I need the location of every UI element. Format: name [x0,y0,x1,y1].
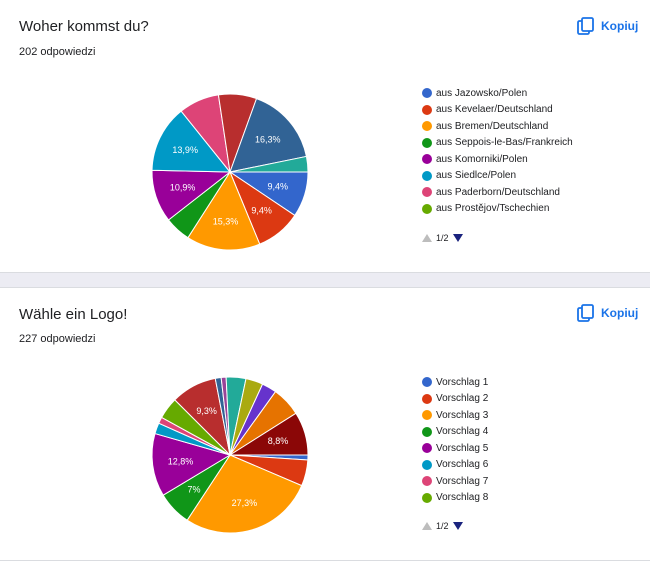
legend-item: aus Prostějov/Tschechien [422,201,642,218]
legend-swatch [422,426,432,437]
slice-label: 7% [187,485,200,495]
slice-label: 15,3% [213,217,239,227]
chart-legend: aus Jazowsko/Polen aus Kevelaer/Deutschla… [422,85,642,217]
legend-label: aus Kevelaer/Deutschland [436,104,553,116]
chart-legend: Vorschlag 1 Vorschlag 2 Vorschlag 3 Vorschl… [422,374,642,506]
page-down-icon[interactable] [452,522,463,530]
legend-item: aus Seppois-le-Bas/Frankreich [422,135,642,152]
slice-label: 9,4% [268,182,289,192]
page-up-icon[interactable] [422,234,432,242]
legend-item: aus Paderborn/Deutschland [422,184,642,201]
legend-swatch [422,137,432,148]
pie-slice[interactable] [229,155,309,173]
legend-item: Vorschlag 4 [422,424,642,441]
legend-label: Vorschlag 3 [436,409,489,421]
legend-item: Vorschlag 6 [422,457,642,474]
legend-pager: 1/2 [422,521,463,531]
legend-item: Vorschlag 1 [422,374,642,391]
slice-label: 8,8% [268,436,289,446]
response-count: 202 odpowiedzi [19,46,96,58]
legend-item: aus Komorniki/Polen [422,151,642,168]
slice-label: 12,8% [168,457,194,467]
legend-swatch [422,393,432,404]
copy-button[interactable]: Kopiuj [577,302,638,324]
pie-slice[interactable] [186,454,303,534]
legend-label: Vorschlag 7 [436,475,489,487]
slice-label: 9,3% [196,406,217,416]
pie-slice[interactable] [229,97,308,173]
pie-slice[interactable] [151,110,232,173]
legend-label: aus Seppois-le-Bas/Frankreich [436,137,573,149]
copy-label: Kopiuj [601,19,639,33]
copy-icon [577,304,594,322]
legend-label: aus Bremen/Deutschland [436,120,549,132]
legend-label: aus Prostějov/Tschechien [436,203,550,215]
legend-label: aus Siedlce/Polen [436,170,517,182]
pager-text: 1/2 [436,233,449,243]
question-card-1: Woher kommst du? 202 odpowiedzi Kopiuj 9… [0,0,650,273]
pie-chart: 27,3% 7% 12,8% 9,3% 8,8% [151,376,309,534]
legend-label: Vorschlag 1 [436,376,489,388]
legend-swatch [422,121,432,132]
legend-item: Vorschlag 5 [422,440,642,457]
pie-slice[interactable] [151,432,232,496]
legend-label: Vorschlag 8 [436,492,489,504]
legend-item: aus Bremen/Deutschland [422,118,642,135]
slice-label: 10,9% [170,183,196,193]
legend-label: Vorschlag 6 [436,459,489,471]
legend-item: aus Siedlce/Polen [422,168,642,185]
legend-item: Vorschlag 7 [422,473,642,490]
legend-item: Vorschlag 2 [422,391,642,408]
legend-swatch [422,443,432,454]
legend-swatch [422,476,432,487]
slice-label: 16,3% [255,134,281,144]
copy-button[interactable]: Kopiuj [577,15,638,37]
legend-label: Vorschlag 2 [436,393,489,405]
legend-swatch [422,187,432,198]
legend-swatch [422,459,432,470]
legend-item: aus Jazowsko/Polen [422,85,642,102]
legend-swatch [422,410,432,421]
pie-slice[interactable] [187,170,261,251]
legend-label: Vorschlag 4 [436,426,489,438]
legend-label: aus Jazowsko/Polen [436,87,528,99]
slice-label: 13,9% [172,145,198,155]
copy-icon [577,17,594,35]
legend-label: aus Komorniki/Polen [436,153,528,165]
legend-swatch [422,492,432,503]
legend-item: Vorschlag 8 [422,490,642,507]
copy-label: Kopiuj [601,306,639,320]
question-card-2: Wähle ein Logo! 227 odpowiedzi Kopiuj 27… [0,287,650,561]
legend-swatch [422,170,432,181]
legend-label: Vorschlag 5 [436,442,489,454]
slice-label: 9,4% [251,206,272,216]
legend-swatch [422,154,432,165]
pie-chart: 9,4% 9,4% 15,3% 10,9% 13,9% 16,3% [151,93,309,251]
legend-item: aus Kevelaer/Deutschland [422,102,642,119]
legend-swatch [422,104,432,115]
page-up-icon[interactable] [422,522,432,530]
pie-slice[interactable] [228,412,309,456]
question-title: Wähle ein Logo! [19,306,128,323]
legend-swatch [422,203,432,214]
legend-swatch [422,88,432,99]
pager-text: 1/2 [436,521,449,531]
response-count: 227 odpowiedzi [19,333,96,345]
legend-swatch [422,377,432,388]
legend-item: Vorschlag 3 [422,407,642,424]
question-title: Woher kommst du? [19,18,149,35]
legend-pager: 1/2 [422,233,463,243]
slice-label: 27,3% [232,498,258,508]
legend-label: aus Paderborn/Deutschland [436,186,560,198]
page-down-icon[interactable] [452,234,463,242]
